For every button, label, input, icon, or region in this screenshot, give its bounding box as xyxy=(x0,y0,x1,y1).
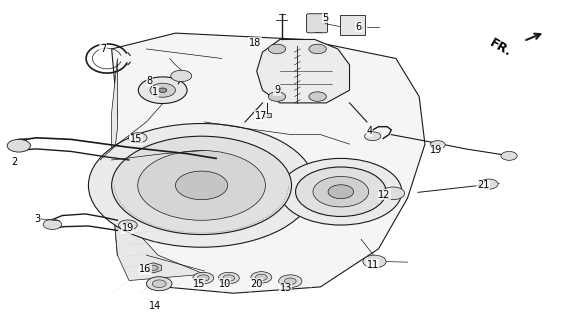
Text: 3: 3 xyxy=(34,214,40,224)
Circle shape xyxy=(296,167,386,216)
Circle shape xyxy=(479,179,498,189)
Polygon shape xyxy=(145,263,161,273)
Text: 17: 17 xyxy=(255,111,267,121)
Circle shape xyxy=(198,275,209,281)
Circle shape xyxy=(381,187,405,200)
Circle shape xyxy=(268,92,286,101)
Circle shape xyxy=(128,133,147,143)
Text: 19: 19 xyxy=(122,223,134,233)
Circle shape xyxy=(7,140,30,152)
Text: 13: 13 xyxy=(280,284,292,293)
Text: 9: 9 xyxy=(274,85,280,95)
Circle shape xyxy=(328,185,353,199)
Circle shape xyxy=(255,274,267,281)
Circle shape xyxy=(138,150,265,220)
Circle shape xyxy=(285,278,296,284)
Circle shape xyxy=(268,44,286,54)
Circle shape xyxy=(146,277,172,291)
Circle shape xyxy=(111,136,292,235)
Text: 2: 2 xyxy=(11,156,17,167)
Text: 12: 12 xyxy=(378,190,391,200)
Text: 5: 5 xyxy=(322,13,328,23)
Circle shape xyxy=(280,158,402,225)
Circle shape xyxy=(363,255,386,268)
Text: 6: 6 xyxy=(355,22,361,32)
Circle shape xyxy=(118,220,137,230)
Circle shape xyxy=(219,272,239,284)
Circle shape xyxy=(501,151,517,160)
Text: 8: 8 xyxy=(146,76,152,86)
FancyBboxPatch shape xyxy=(307,14,328,33)
Text: 10: 10 xyxy=(219,279,231,289)
Text: 7: 7 xyxy=(100,44,106,54)
Circle shape xyxy=(309,44,326,54)
Text: 19: 19 xyxy=(430,146,442,156)
Circle shape xyxy=(159,88,167,92)
Circle shape xyxy=(89,124,315,247)
Circle shape xyxy=(138,77,187,104)
Text: 11: 11 xyxy=(367,260,379,270)
Circle shape xyxy=(175,171,228,200)
Circle shape xyxy=(150,83,175,97)
Text: 20: 20 xyxy=(251,279,263,289)
FancyBboxPatch shape xyxy=(340,15,365,35)
Text: 18: 18 xyxy=(249,38,261,48)
Circle shape xyxy=(430,141,445,149)
Polygon shape xyxy=(111,59,205,281)
Text: 15: 15 xyxy=(192,279,205,289)
Circle shape xyxy=(251,272,272,283)
Polygon shape xyxy=(257,39,350,103)
Text: FR.: FR. xyxy=(487,36,514,59)
Text: 1: 1 xyxy=(152,87,158,97)
Text: 14: 14 xyxy=(149,301,161,311)
Circle shape xyxy=(313,177,368,207)
Text: 4: 4 xyxy=(367,126,373,136)
Circle shape xyxy=(364,132,381,141)
Circle shape xyxy=(223,275,234,281)
Polygon shape xyxy=(111,33,425,293)
Circle shape xyxy=(149,265,158,270)
Circle shape xyxy=(309,92,326,101)
FancyBboxPatch shape xyxy=(264,113,271,117)
Circle shape xyxy=(152,280,166,288)
Circle shape xyxy=(193,272,214,284)
Circle shape xyxy=(279,275,302,288)
Circle shape xyxy=(43,219,62,229)
Circle shape xyxy=(171,70,192,82)
Text: 15: 15 xyxy=(130,134,142,144)
Text: 16: 16 xyxy=(139,264,152,275)
Text: 21: 21 xyxy=(477,180,489,190)
